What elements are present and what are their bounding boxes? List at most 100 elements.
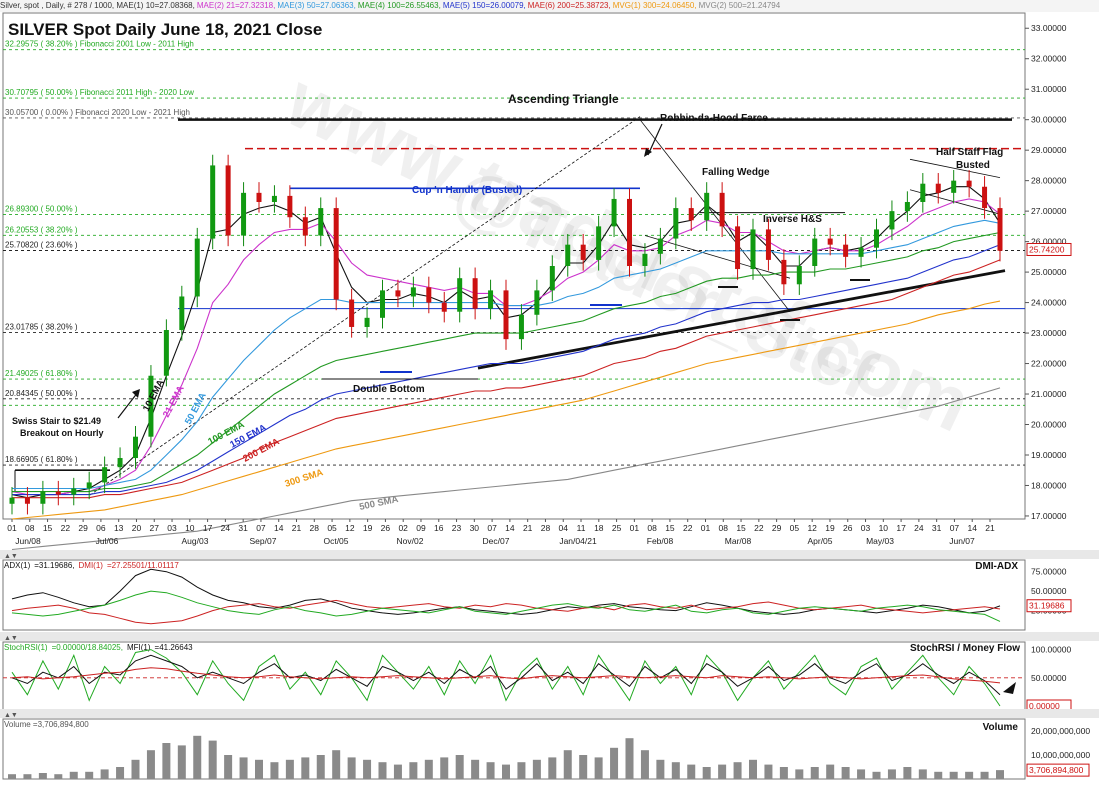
panel-resize-icon: ▲▼ xyxy=(4,712,18,719)
candle xyxy=(904,191,910,222)
stoch-series-line xyxy=(11,667,1001,684)
candle xyxy=(395,279,401,308)
candle-body xyxy=(349,299,355,327)
stoch-series-line xyxy=(11,649,1001,707)
x-month-label: Jun/08 xyxy=(15,536,41,546)
volume-bar xyxy=(131,759,140,779)
candle xyxy=(287,185,293,228)
volume-bar xyxy=(640,750,649,779)
volume-bar xyxy=(965,771,974,779)
x-tick-label: 10 xyxy=(185,523,195,533)
x-month-label: Aug/03 xyxy=(182,536,209,546)
candle-body xyxy=(225,165,231,236)
dmi-y-tick: 50.00000 xyxy=(1031,586,1067,596)
annotation-robbin-da-hood: Robbin-da-Hood Farce xyxy=(660,113,768,124)
candle xyxy=(673,197,679,250)
x-tick-label: 22 xyxy=(683,523,693,533)
volume-bar xyxy=(718,764,727,779)
fib-level-label: 18.66905 ( 61.80% ) xyxy=(5,455,78,464)
volume-bar xyxy=(532,759,541,779)
panel-resize-icon: ▲▼ xyxy=(4,635,18,642)
x-tick-label: 03 xyxy=(167,523,177,533)
x-tick-label: 27 xyxy=(150,523,160,533)
x-tick-label: 19 xyxy=(363,523,373,533)
stoch-legend: StochRSI(1) =0.00000/18.84025, MFI(1) =41.2… xyxy=(4,643,193,652)
candle xyxy=(40,480,46,515)
candle xyxy=(333,197,339,311)
candle-body xyxy=(333,208,339,300)
candle xyxy=(858,237,864,268)
x-month-label: Dec/07 xyxy=(483,536,510,546)
volume-bar xyxy=(733,762,742,779)
candle-body xyxy=(241,192,247,236)
y-tick-label: 26.00000 xyxy=(1031,237,1067,247)
volume-bar xyxy=(810,767,819,779)
last-price-box xyxy=(1026,242,1072,256)
volume-bar xyxy=(887,769,896,779)
y-tick-label: 19.00000 xyxy=(1031,450,1067,460)
x-tick-label: 02 xyxy=(398,523,408,533)
candle-body xyxy=(457,278,463,312)
x-tick-label: 16 xyxy=(434,523,444,533)
volume-bar xyxy=(208,740,217,779)
candle xyxy=(966,169,972,198)
y-tick-label: 28.00000 xyxy=(1031,176,1067,186)
main-panel-frame xyxy=(2,12,1026,520)
flag-upper xyxy=(909,158,1001,178)
candle-body xyxy=(518,314,524,340)
triangle-bottom-line xyxy=(477,269,1006,370)
candle-body xyxy=(657,238,663,254)
sub-panel-frame xyxy=(2,641,1026,711)
fib-level-label: 30.05700 ( 0.00% ) Fibonacci 2020 Low - … xyxy=(5,108,190,117)
candle-body xyxy=(796,266,802,285)
x-month-label: May/03 xyxy=(866,536,894,546)
x-tick-label: 12 xyxy=(807,523,817,533)
candle-body xyxy=(40,491,46,504)
volume-bar xyxy=(857,769,866,779)
volume-y-tick: 20,000,000,000 xyxy=(1031,726,1090,736)
stoch-title: StochRSI / Money Flow xyxy=(910,643,1020,654)
volume-bar xyxy=(409,762,418,779)
x-tick-label: 04 xyxy=(559,523,569,533)
stoch-series-line xyxy=(11,654,1001,696)
y-tick-label: 31.00000 xyxy=(1031,84,1067,94)
dmi-y-tick: 75.00000 xyxy=(1031,567,1067,577)
volume-bar xyxy=(8,774,16,779)
x-month-label: Nov/02 xyxy=(397,536,424,546)
candle xyxy=(812,227,818,277)
candle-body xyxy=(858,247,864,257)
candle xyxy=(688,197,694,231)
candle xyxy=(982,176,988,219)
x-tick-label: 23 xyxy=(452,523,462,533)
candle-body xyxy=(117,458,123,468)
volume-bar xyxy=(177,745,186,779)
candle xyxy=(874,218,879,259)
x-month-label: Apr/05 xyxy=(807,536,832,546)
candle xyxy=(549,255,555,302)
annotation-half-staff-flag: Half Staff Flag xyxy=(936,147,1003,158)
fib-level-label: 30.70795 ( 50.00% ) Fibonacci 2011 High … xyxy=(5,88,194,97)
volume-bar xyxy=(471,759,480,779)
volume-bar xyxy=(749,759,757,779)
annotation-breakout-hourly: Breakout on Hourly xyxy=(20,428,104,438)
header-item-0: Silver, spot , Daily, # 278 / 1000, MAE(… xyxy=(0,1,195,10)
x-tick-label: 06 xyxy=(96,523,106,533)
candle xyxy=(179,285,185,341)
candle xyxy=(148,365,154,448)
y-tick-label: 17.00000 xyxy=(1031,511,1067,521)
volume-bar xyxy=(610,747,619,779)
candle-body xyxy=(55,491,61,495)
candle-body xyxy=(966,180,972,187)
header-item-5: MAE(6) 200=25.38723, xyxy=(527,1,611,10)
candle-body xyxy=(133,436,138,459)
candle-body xyxy=(71,488,77,495)
x-tick-label: 30 xyxy=(470,523,480,533)
volume-bar xyxy=(980,771,989,779)
candle xyxy=(719,182,725,238)
x-tick-label: 21 xyxy=(292,523,302,533)
x-tick-label: 14 xyxy=(274,523,284,533)
x-tick-label: 26 xyxy=(381,523,391,533)
candle xyxy=(611,188,617,238)
candle-body xyxy=(843,244,849,257)
